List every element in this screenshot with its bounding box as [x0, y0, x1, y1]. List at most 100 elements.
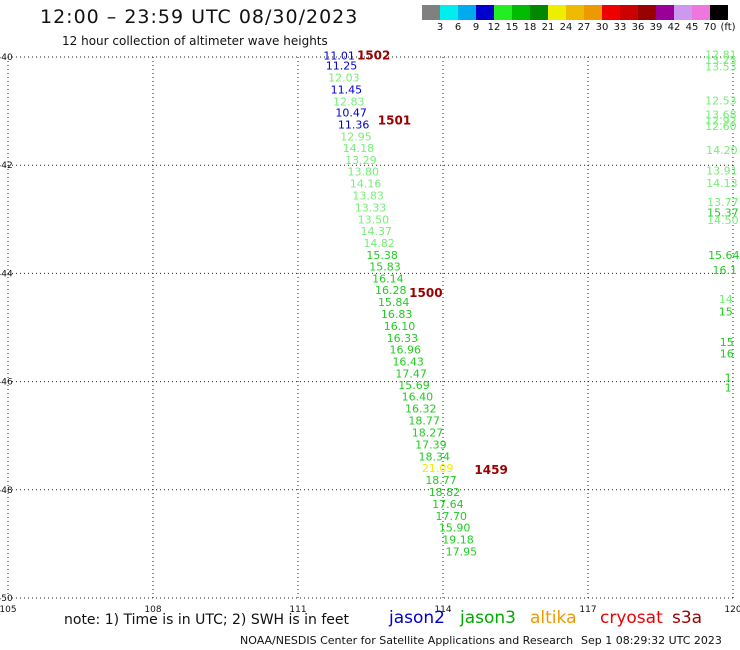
swh-value-label: 10.47: [335, 107, 367, 120]
x-tick-label: 114: [434, 605, 451, 615]
swh-value-label: 12.95: [340, 131, 372, 144]
legend-swatch: [476, 5, 494, 20]
swh-value-label: 14.16: [350, 178, 382, 191]
swh-value-label: 11.36: [338, 119, 370, 132]
legend-labels: 3 6 9 12 15 18 21 24 27 30 33 36 39 42 45 70 (ft): [422, 20, 740, 34]
swh-value-label: 15.38: [366, 249, 398, 262]
swh-value-label: 14.18: [343, 142, 375, 155]
swh-value-label: 16.43: [392, 356, 424, 369]
swh-value-label: 15.64: [708, 249, 740, 262]
legend-swatch: [602, 5, 620, 20]
satellite-altika: altika: [530, 608, 577, 628]
legend-swatch: [584, 5, 602, 20]
swh-value-label: 14.37: [361, 225, 393, 238]
legend-swatch: [674, 5, 692, 20]
legend-label: 27: [577, 22, 591, 33]
swh-value-label: 13.91: [706, 165, 738, 178]
legend-swatch: [710, 5, 728, 20]
y-tick-label: -44: [0, 269, 13, 279]
legend-label: 30: [595, 22, 609, 33]
generated-timestamp: Sep 1 08:29:32 UTC 2023: [581, 634, 722, 647]
swh-value-label: 12.81: [705, 48, 737, 61]
swh-value-label: 18.82: [429, 486, 461, 499]
legend-label: 36: [631, 22, 645, 33]
time-label: 1501: [378, 113, 411, 127]
swh-value-label: 13.25: [705, 54, 737, 67]
swh-value-label: 13.50: [358, 213, 390, 226]
swh-value-label: 16.14: [372, 272, 404, 285]
swh-value-label: 16.1: [713, 264, 738, 277]
legend-swatch: [566, 5, 584, 20]
swh-value-label: 15.37: [707, 206, 739, 219]
page-title: 12:00 – 23:59 UTC 08/30/2023: [40, 6, 359, 28]
legend-label: 39: [649, 22, 663, 33]
satellite-jason3: jason3: [460, 608, 516, 628]
swh-value-label: 13.80: [348, 166, 380, 179]
swh-value-label: 17.95: [446, 545, 478, 558]
satellite-s3a: s3a: [672, 608, 703, 628]
swh-value-label: 14.20: [706, 144, 738, 157]
y-tick-label: -48: [0, 486, 13, 496]
legend-swatch: [620, 5, 638, 20]
color-legend: 3 6 9 12 15 18 21 24 27 30 33 36 39 42 45 70 (ft): [422, 5, 740, 34]
page-subtitle: 12 hour collection of altimeter wave hei…: [62, 34, 328, 48]
y-tick-label: -46: [0, 378, 13, 388]
swh-value-label: 1: [725, 382, 732, 395]
swh-value-label: 13.83: [352, 189, 384, 202]
swh-value-label: 16: [720, 347, 734, 360]
swh-value-label: 11.25: [326, 60, 358, 73]
swh-value-label: 17.39: [415, 438, 447, 451]
time-label: 1500: [409, 286, 442, 300]
swh-value-label: 12.03: [328, 72, 360, 85]
legend-label: 3: [436, 22, 444, 33]
swh-value-label: 16.32: [405, 403, 437, 416]
legend-swatch: [512, 5, 530, 20]
swh-value-label: 13.53: [705, 61, 737, 74]
footer-note: note: 1) Time is in UTC; 2) SWH is in fe…: [64, 612, 350, 628]
swh-value-label: 16.28: [375, 284, 407, 297]
legend-swatch: [440, 5, 458, 20]
swh-value-label: 15.69: [398, 379, 430, 392]
x-tick-label: 117: [579, 605, 596, 615]
legend-label: 21: [541, 22, 555, 33]
credit-line: NOAA/NESDIS Center for Satellite Applica…: [240, 634, 574, 647]
swh-value-label: 11.45: [331, 83, 363, 96]
x-tick-label: 105: [0, 605, 17, 615]
y-tick-label: -40: [0, 53, 13, 63]
satellite-cryosat: cryosat: [600, 608, 663, 628]
legend-swatch: [458, 5, 476, 20]
legend-label: (ft): [720, 22, 736, 33]
swh-value-label: 15.83: [369, 260, 401, 273]
swh-value-label: 15: [719, 305, 733, 318]
swh-value-label: 17.64: [432, 498, 464, 511]
swh-value-label: 16.96: [390, 344, 422, 357]
legend-swatch: [638, 5, 656, 20]
swh-value-label: 14.82: [363, 237, 395, 250]
legend-swatch: [548, 5, 566, 20]
legend-label: 18: [523, 22, 537, 33]
swh-value-label: 18.77: [408, 415, 440, 428]
swh-value-label: 16.10: [384, 320, 416, 333]
swh-value-label: 18.34: [419, 450, 451, 463]
y-tick-label: -50: [0, 594, 13, 604]
swh-value-label: 19.18: [442, 534, 474, 547]
swh-value-label: 17.70: [435, 510, 467, 523]
legend-label: 6: [454, 22, 462, 33]
swh-value-label: 12.83: [333, 95, 365, 108]
swh-value-label: 13.68: [705, 108, 737, 121]
swh-value-label: 14: [719, 293, 733, 306]
x-tick-label: 108: [144, 605, 161, 615]
legend-swatch: [656, 5, 674, 20]
swh-value-label: 21.09: [422, 462, 454, 475]
swh-value-label: 12.92: [705, 114, 737, 127]
legend-label: 12: [487, 22, 501, 33]
swh-value-label: 13.29: [345, 154, 377, 167]
swh-value-label: 15.90: [439, 522, 471, 535]
legend-swatch: [530, 5, 548, 20]
swh-value-label: 15: [720, 336, 734, 349]
time-label: 1459: [474, 463, 507, 477]
legend-label: 70: [703, 22, 717, 33]
legend-label: 45: [685, 22, 699, 33]
swh-value-label: 11.01: [323, 49, 355, 62]
